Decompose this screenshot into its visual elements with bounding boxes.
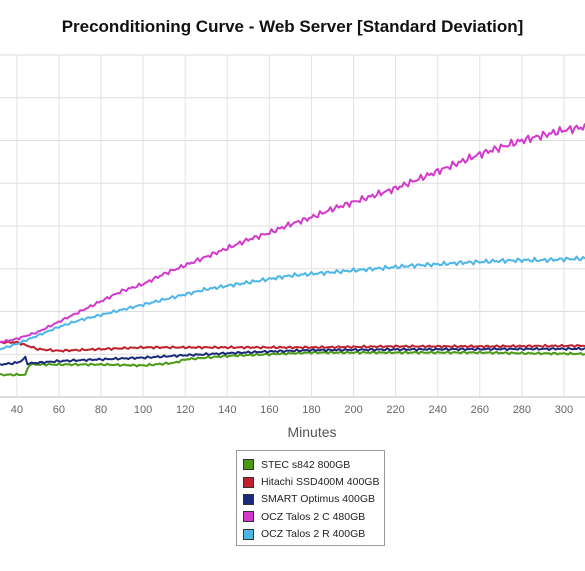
x-tick-label: 260 (471, 404, 489, 416)
legend-swatch (243, 528, 254, 540)
legend-swatch (243, 476, 254, 488)
series-line-ocz-talos-2-c-480gb (0, 123, 585, 344)
x-axis-ticks: 40 60 80 100 120 140 160 180 200 220 240 260 280 300 (11, 404, 573, 416)
legend-item: OCZ Talos 2 C 480GB (243, 508, 384, 525)
series-line-ocz-talos-2-r-400gb (0, 255, 585, 351)
x-tick-label: 280 (513, 404, 531, 416)
x-tick-label: 120 (176, 404, 194, 416)
x-tick-label: 100 (134, 404, 152, 416)
x-tick-label: 240 (429, 404, 447, 416)
x-tick-label: 200 (344, 404, 362, 416)
legend: STEC s842 800GB Hitachi SSD400M 400GB SMAR… (236, 450, 385, 546)
x-tick-label: 80 (95, 404, 107, 416)
series-line-hitachi-ssd400m-400gb (0, 340, 585, 353)
x-tick-label: 300 (555, 404, 573, 416)
legend-label: OCZ Talos 2 C 480GB (261, 510, 366, 523)
series-lines (0, 123, 585, 377)
x-tick-label: 220 (386, 404, 404, 416)
legend-label: Hitachi SSD400M 400GB (261, 476, 380, 489)
legend-label: OCZ Talos 2 R 400GB (261, 528, 366, 541)
legend-label: SMART Optimus 400GB (261, 493, 375, 506)
x-tick-label: 160 (260, 404, 278, 416)
legend-item: STEC s842 800GB (243, 456, 384, 473)
legend-item: OCZ Talos 2 R 400GB (243, 526, 384, 543)
series-line-stec-s842-800gb (0, 350, 585, 377)
chart-title: Preconditioning Curve - Web Server [Stan… (61, 17, 524, 36)
x-tick-label: 140 (218, 404, 236, 416)
legend-swatch (243, 493, 254, 505)
x-tick-label: 60 (53, 404, 65, 416)
legend-item: Hitachi SSD400M 400GB (243, 473, 384, 490)
legend-swatch (243, 511, 254, 523)
legend-item: SMART Optimus 400GB (243, 491, 384, 508)
x-tick-label: 180 (302, 404, 320, 416)
x-axis-label: Minutes (287, 424, 336, 440)
series-line-smart-optimus-400gb (0, 346, 585, 366)
legend-swatch (243, 459, 254, 471)
grid-lines (0, 54, 585, 398)
legend-label: STEC s842 800GB (261, 458, 351, 471)
x-tick-label: 40 (11, 404, 23, 416)
